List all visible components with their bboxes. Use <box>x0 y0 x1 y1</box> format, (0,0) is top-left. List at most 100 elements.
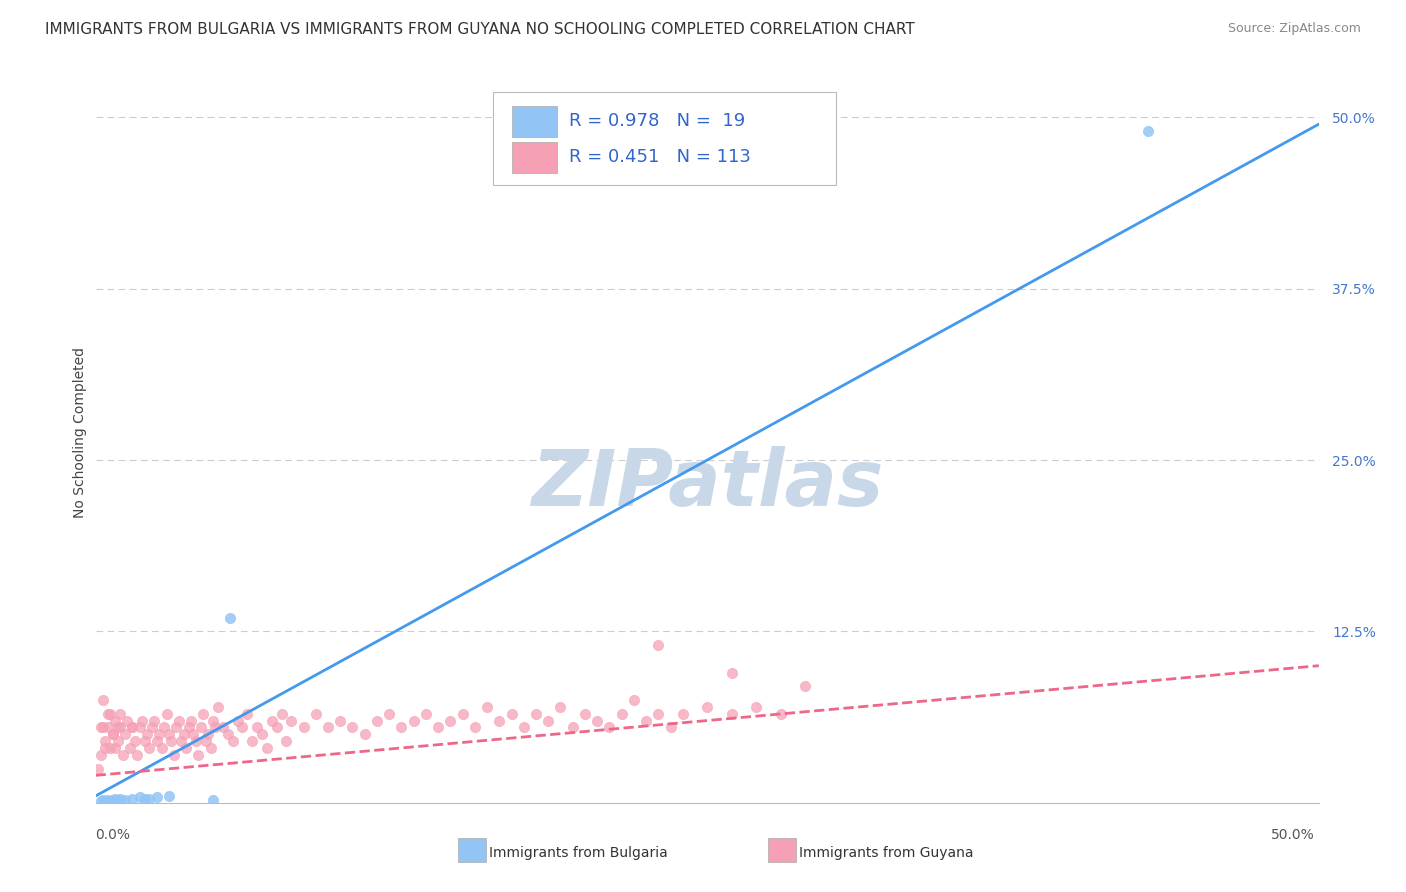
Point <box>266 720 288 734</box>
Point <box>89 720 111 734</box>
Point <box>170 734 193 748</box>
Point <box>91 693 114 707</box>
Point <box>157 727 180 741</box>
Point <box>439 714 461 728</box>
Point <box>488 714 510 728</box>
Point <box>187 747 209 762</box>
Point <box>378 706 401 721</box>
Point <box>190 720 212 734</box>
Point <box>260 714 283 728</box>
Point <box>127 747 149 762</box>
Text: Immigrants from Guyana: Immigrants from Guyana <box>799 846 973 860</box>
Point <box>316 720 339 734</box>
FancyBboxPatch shape <box>512 106 557 136</box>
Point <box>184 734 207 748</box>
Point <box>391 720 413 734</box>
Point <box>117 714 139 728</box>
Point <box>141 720 163 734</box>
Point <box>236 706 259 721</box>
Point <box>292 720 315 734</box>
Point <box>647 638 669 652</box>
Point <box>353 727 375 741</box>
Point <box>451 706 474 721</box>
Point <box>91 720 114 734</box>
Point <box>87 762 110 776</box>
Point <box>101 793 124 807</box>
Point <box>207 699 229 714</box>
Point <box>108 720 131 734</box>
Text: R = 0.451   N = 113: R = 0.451 N = 113 <box>569 148 751 166</box>
Point <box>219 611 242 625</box>
Point <box>501 706 523 721</box>
Point <box>475 699 498 714</box>
Point <box>107 734 129 748</box>
Text: ZIPatlas: ZIPatlas <box>531 446 883 523</box>
Point <box>98 706 121 721</box>
Point <box>610 706 633 721</box>
Point <box>561 720 583 734</box>
Point <box>513 720 536 734</box>
Point <box>97 720 120 734</box>
Point <box>118 741 141 756</box>
Point <box>537 714 560 728</box>
Point <box>136 727 159 741</box>
Point <box>193 706 215 721</box>
Point <box>769 706 792 721</box>
Point <box>240 734 263 748</box>
Text: 50.0%: 50.0% <box>1271 828 1315 842</box>
Point <box>146 734 169 748</box>
Point <box>550 699 572 714</box>
Point <box>211 720 233 734</box>
Point <box>202 793 225 807</box>
Point <box>163 747 186 762</box>
Point <box>153 720 176 734</box>
Point <box>794 679 817 693</box>
Point <box>94 741 117 756</box>
Point <box>720 665 742 680</box>
Point <box>256 741 278 756</box>
Point <box>586 714 609 728</box>
Point <box>183 727 205 741</box>
Point <box>128 720 150 734</box>
Point <box>104 714 127 728</box>
Point <box>197 727 219 741</box>
Point <box>202 714 225 728</box>
Point <box>173 727 195 741</box>
Point <box>524 706 547 721</box>
Point <box>121 791 143 805</box>
Y-axis label: No Schooling Completed: No Schooling Completed <box>73 347 87 518</box>
Point <box>114 727 136 741</box>
Point <box>180 714 202 728</box>
Point <box>659 720 682 734</box>
Point <box>101 727 124 741</box>
Point <box>329 714 352 728</box>
Point <box>696 699 718 714</box>
Point <box>672 706 695 721</box>
Point <box>121 720 143 734</box>
Point <box>270 706 292 721</box>
Point <box>174 741 197 756</box>
Point <box>94 734 117 748</box>
Point <box>305 706 328 721</box>
Point <box>108 791 131 805</box>
Point <box>221 734 243 748</box>
Point <box>89 794 111 808</box>
Point <box>157 789 180 803</box>
Point <box>107 793 129 807</box>
Point <box>464 720 486 734</box>
Point <box>250 727 273 741</box>
Point <box>598 720 620 734</box>
Point <box>98 794 121 808</box>
Point <box>280 714 302 728</box>
Point <box>217 727 239 741</box>
FancyBboxPatch shape <box>512 142 557 173</box>
Point <box>177 720 200 734</box>
Point <box>1136 124 1159 138</box>
Point <box>97 793 120 807</box>
Point <box>226 714 249 728</box>
Point <box>89 747 111 762</box>
Point <box>98 741 121 756</box>
Point <box>148 727 170 741</box>
Point <box>745 699 768 714</box>
Point <box>167 714 190 728</box>
